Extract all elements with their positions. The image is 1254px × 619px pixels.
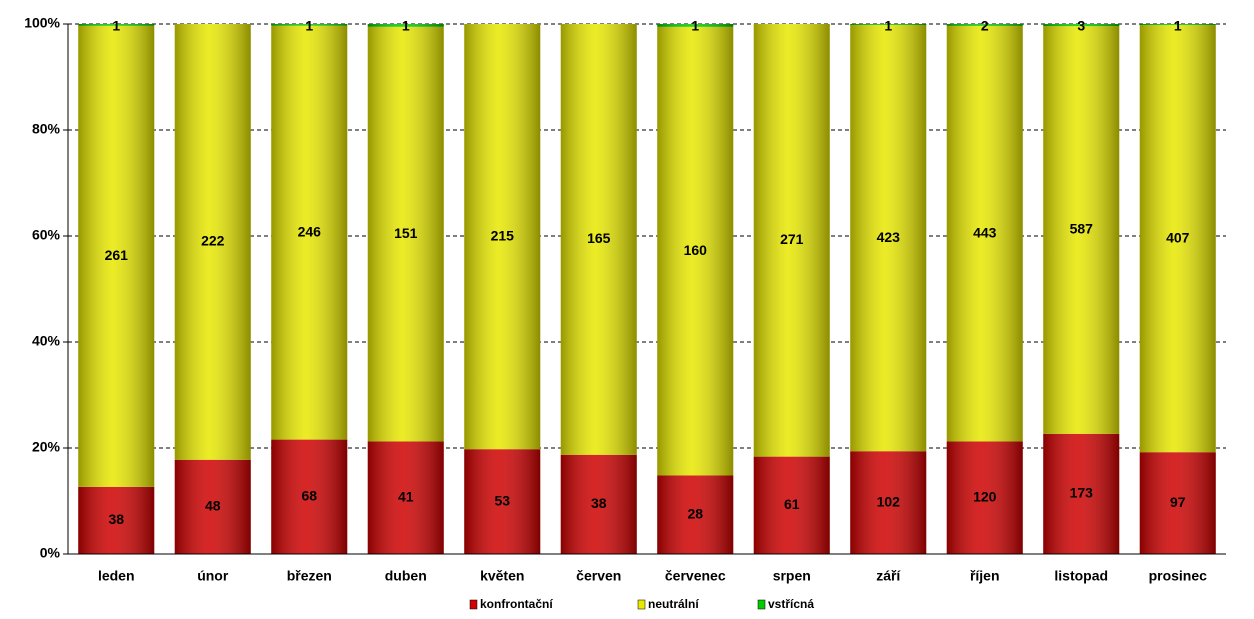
data-label: 1 bbox=[884, 18, 892, 34]
data-label: 1 bbox=[691, 18, 699, 34]
data-label: 2 bbox=[981, 18, 989, 34]
data-label: 261 bbox=[105, 247, 129, 263]
bar-shade bbox=[367, 24, 444, 27]
data-label: 407 bbox=[1166, 229, 1190, 245]
y-tick-label: 100% bbox=[24, 15, 60, 31]
x-tick-label: červen bbox=[576, 568, 621, 584]
bar-shade bbox=[946, 24, 1023, 26]
bar-shade bbox=[367, 441, 444, 554]
bar-shade bbox=[78, 486, 155, 554]
legend-swatch bbox=[469, 599, 478, 610]
y-tick-label: 80% bbox=[32, 121, 61, 137]
x-tick-label: říjen bbox=[970, 568, 1000, 584]
data-label: 443 bbox=[973, 224, 997, 240]
data-label: 215 bbox=[491, 227, 515, 243]
bar-shade bbox=[367, 26, 444, 442]
data-label: 3 bbox=[1077, 18, 1085, 34]
bar-shade bbox=[1043, 433, 1120, 554]
bar-shade bbox=[464, 449, 541, 554]
data-label: 53 bbox=[494, 492, 510, 508]
data-label: 38 bbox=[591, 495, 607, 511]
bar-shade bbox=[657, 26, 734, 476]
data-label: 246 bbox=[298, 223, 322, 239]
data-label: 160 bbox=[684, 242, 708, 258]
x-tick-label: leden bbox=[98, 568, 135, 584]
bar-shade bbox=[657, 24, 734, 27]
data-label: 102 bbox=[877, 493, 901, 509]
x-tick-label: únor bbox=[197, 568, 229, 584]
x-tick-label: březen bbox=[287, 568, 332, 584]
bar-shade bbox=[271, 24, 348, 26]
bar-shade bbox=[850, 24, 927, 26]
data-label: 38 bbox=[108, 511, 124, 527]
data-label: 61 bbox=[784, 496, 800, 512]
bar-shade bbox=[1139, 452, 1216, 554]
bar-shade bbox=[78, 24, 155, 26]
data-label: 271 bbox=[780, 231, 804, 247]
data-label: 28 bbox=[687, 505, 703, 521]
data-label: 151 bbox=[394, 225, 418, 241]
x-tick-label: srpen bbox=[773, 568, 811, 584]
legend-text: konfrontační bbox=[480, 597, 553, 611]
bar-shade bbox=[174, 24, 251, 460]
legend-text: vstřícná bbox=[768, 597, 814, 611]
bar-shade bbox=[271, 25, 348, 440]
bar-shade bbox=[560, 24, 637, 455]
bar-shade bbox=[78, 25, 155, 487]
bar-shade bbox=[464, 24, 541, 450]
bar-shade bbox=[560, 454, 637, 554]
data-label: 1 bbox=[112, 18, 120, 34]
y-tick-label: 20% bbox=[32, 439, 61, 455]
bar-shade bbox=[174, 459, 251, 554]
data-label: 97 bbox=[1170, 494, 1186, 510]
bar-shade bbox=[1139, 25, 1216, 453]
bar-shade bbox=[1139, 24, 1216, 26]
data-label: 423 bbox=[877, 229, 901, 245]
x-tick-label: listopad bbox=[1054, 568, 1108, 584]
data-label: 222 bbox=[201, 233, 225, 249]
bar-shade bbox=[850, 25, 927, 452]
bar-shade bbox=[657, 475, 734, 554]
data-label: 68 bbox=[301, 487, 317, 503]
legend-text: neutrální bbox=[648, 597, 699, 611]
y-tick-label: 40% bbox=[32, 333, 61, 349]
bar-shade bbox=[753, 456, 830, 554]
bar-shade bbox=[1043, 26, 1120, 434]
data-label: 120 bbox=[973, 488, 997, 504]
legend-swatch bbox=[637, 599, 646, 610]
x-tick-label: květen bbox=[480, 568, 524, 584]
bar-shade bbox=[946, 25, 1023, 442]
legend-swatch bbox=[757, 599, 766, 610]
bar-shade bbox=[946, 441, 1023, 554]
data-label: 1 bbox=[1174, 18, 1182, 34]
bar-shade bbox=[850, 451, 927, 554]
x-tick-label: červenec bbox=[665, 568, 726, 584]
bar-shade bbox=[1043, 24, 1120, 27]
data-label: 48 bbox=[205, 498, 221, 514]
bar-shade bbox=[753, 24, 830, 457]
data-label: 587 bbox=[1070, 221, 1094, 237]
y-tick-label: 60% bbox=[32, 227, 61, 243]
x-tick-label: září bbox=[876, 568, 901, 584]
data-label: 41 bbox=[398, 488, 414, 504]
y-tick-label: 0% bbox=[40, 545, 61, 561]
data-label: 173 bbox=[1070, 485, 1094, 501]
x-tick-label: prosinec bbox=[1149, 568, 1208, 584]
bar-shade bbox=[271, 439, 348, 554]
x-tick-label: duben bbox=[385, 568, 427, 584]
data-label: 1 bbox=[305, 18, 313, 34]
data-label: 165 bbox=[587, 230, 611, 246]
data-label: 1 bbox=[402, 18, 410, 34]
